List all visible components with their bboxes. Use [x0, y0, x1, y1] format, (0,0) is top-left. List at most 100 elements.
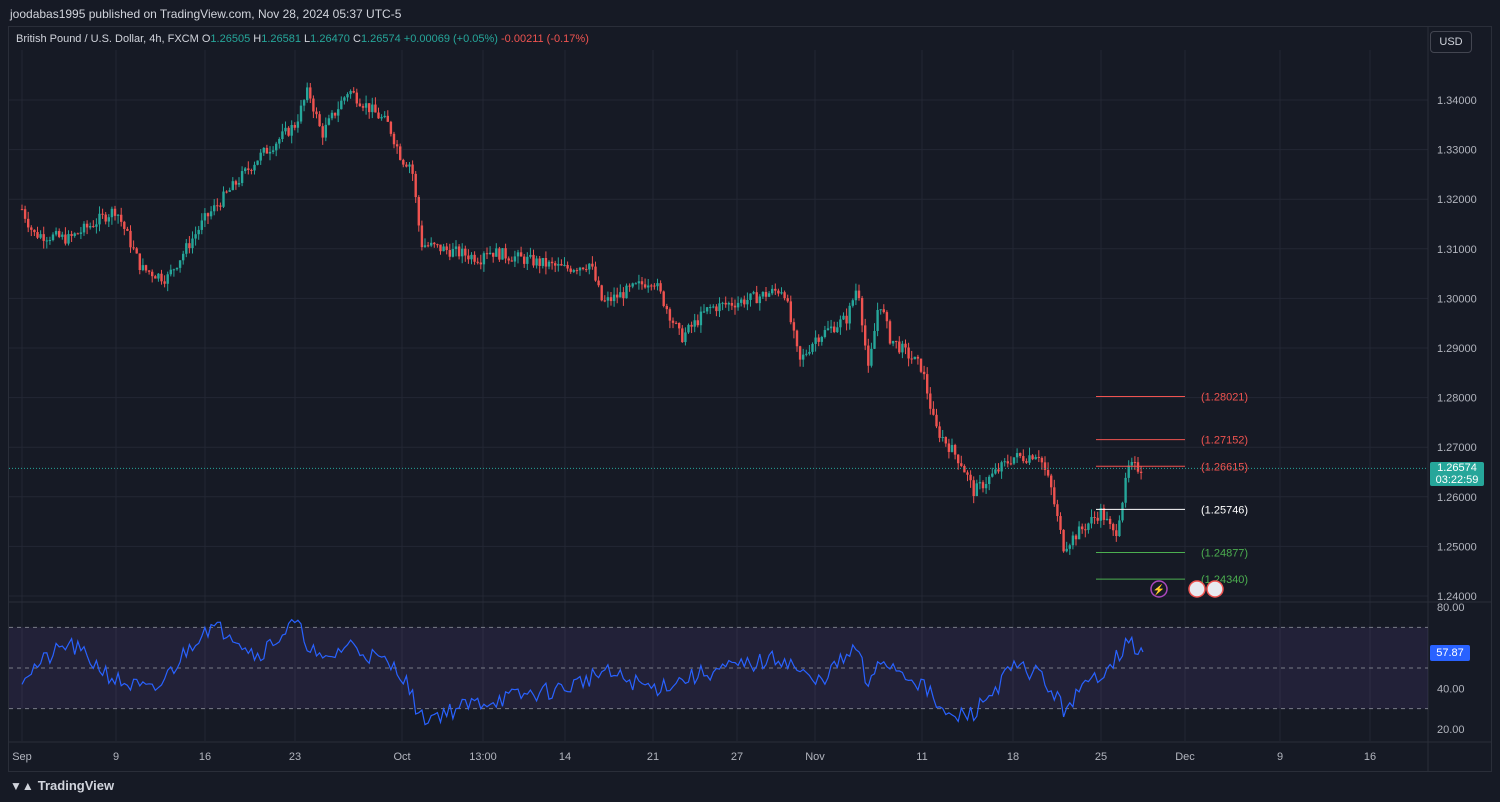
candle-body: [1118, 520, 1121, 537]
candle-body: [479, 262, 482, 265]
candle-body: [185, 243, 188, 254]
flash-event-glyph: ⚡: [1153, 583, 1165, 596]
candle-body: [662, 291, 665, 306]
candle-body: [783, 292, 786, 299]
y-tick-label: 1.27000: [1437, 442, 1477, 454]
candle-body: [693, 320, 696, 327]
candle-body: [42, 234, 45, 241]
candle-body: [991, 473, 994, 477]
candle-body: [591, 263, 594, 267]
candle-body: [464, 248, 467, 256]
candle-body: [1019, 453, 1022, 457]
y-tick-label: 1.33000: [1437, 145, 1477, 157]
candle-body: [219, 205, 222, 207]
candle-body: [188, 243, 191, 249]
candle-body: [107, 217, 110, 222]
candle-body: [650, 285, 653, 287]
candle-body: [600, 285, 603, 301]
candle-body: [430, 242, 433, 246]
candle-body: [327, 118, 331, 125]
candle-body: [182, 253, 185, 261]
y-tick-label: 1.31000: [1437, 244, 1477, 256]
candle-body: [808, 351, 811, 354]
candle-body: [451, 248, 455, 257]
candle-body: [467, 255, 470, 260]
candle-body: [231, 181, 234, 191]
candle-body: [984, 484, 988, 489]
candle-body: [408, 164, 411, 167]
x-tick-label: 13:00: [469, 751, 497, 763]
candle-body: [1127, 465, 1130, 478]
candle-body: [1034, 456, 1037, 460]
candle-body: [1040, 457, 1044, 463]
candle-body: [656, 283, 659, 287]
candle-body: [445, 246, 448, 251]
currency-button[interactable]: USD: [1430, 31, 1472, 53]
candle-body: [120, 214, 123, 222]
candle-body: [216, 205, 219, 207]
candle-body: [247, 168, 250, 170]
x-tick-label: 21: [647, 751, 659, 763]
candle-body: [73, 233, 76, 236]
candle-body: [941, 437, 944, 439]
candle-body: [470, 254, 473, 260]
candle-body: [1108, 518, 1112, 525]
chart-area[interactable]: [8, 26, 1492, 772]
candle-body: [290, 124, 293, 136]
last-price-value: 1.26574: [1437, 462, 1477, 474]
candle-body: [712, 306, 715, 308]
candle-body: [736, 302, 740, 308]
candle-body: [1130, 462, 1133, 466]
candle-body: [507, 258, 510, 261]
countdown-value: 03:22:59: [1435, 474, 1479, 486]
us-flag-icon: [1188, 580, 1206, 598]
candle-body: [640, 281, 644, 285]
candle-body: [306, 87, 309, 101]
candle-body: [978, 482, 982, 484]
candle-body: [237, 183, 241, 185]
candle-body: [935, 414, 938, 427]
candle-body: [606, 297, 610, 301]
candle-body: [1006, 461, 1009, 464]
candle-body: [740, 299, 743, 303]
candle-body: [234, 181, 238, 185]
candle-body: [312, 98, 315, 112]
x-tick-label: Sep: [12, 751, 32, 763]
candle-body: [36, 232, 39, 238]
candle-body: [129, 230, 132, 248]
candle-body: [244, 168, 247, 172]
candle-body: [547, 261, 551, 267]
candle-body: [368, 103, 371, 113]
fib-level-label: (1.25746): [1201, 504, 1248, 516]
candle-body: [950, 445, 954, 452]
candle-body: [349, 91, 352, 95]
candle-body: [705, 307, 709, 312]
rsi-tick-label: 40.00: [1437, 683, 1465, 695]
candle-body: [733, 305, 737, 308]
candle-body: [498, 248, 501, 260]
candle-body: [919, 358, 923, 372]
candle-body: [947, 443, 951, 452]
footer-brand[interactable]: ▼▲ TradingView: [10, 778, 114, 793]
x-tick-label: 11: [916, 751, 927, 763]
y-tick-label: 1.32000: [1437, 194, 1477, 206]
candle-body: [420, 225, 424, 248]
y-tick-label: 1.26000: [1437, 492, 1477, 504]
candle-body: [1136, 462, 1140, 472]
candle-body: [848, 305, 851, 324]
candle-body: [901, 343, 904, 353]
candle-body: [386, 115, 389, 122]
candle-body: [321, 126, 324, 138]
last-price-tag: 1.26574 03:22:59: [1430, 462, 1484, 486]
candle-body: [1025, 461, 1028, 463]
candle-body: [916, 356, 920, 359]
candle-body: [1022, 456, 1025, 462]
candle-body: [200, 220, 203, 230]
candle-body: [361, 106, 365, 108]
candle-body: [256, 160, 259, 165]
candle-body: [981, 482, 985, 489]
x-tick-label: 16: [199, 751, 211, 763]
candle-body: [132, 247, 135, 249]
candle-body: [643, 284, 647, 288]
